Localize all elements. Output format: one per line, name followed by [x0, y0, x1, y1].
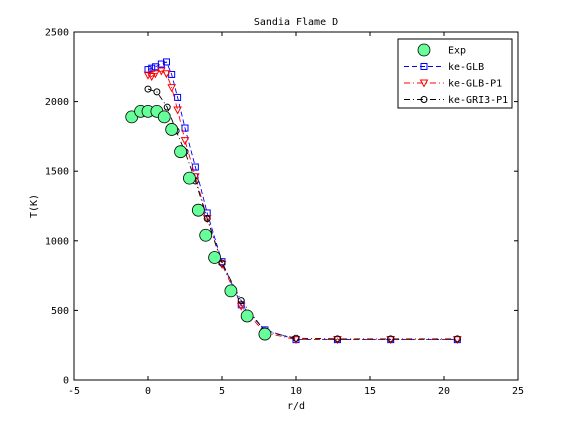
x-axis-label: r/d [287, 401, 305, 412]
data-point [292, 334, 300, 342]
series-line [147, 61, 458, 341]
data-point [191, 203, 205, 217]
series-layer [125, 58, 462, 345]
legend-marker [417, 43, 431, 57]
y-tick-label: 0 [63, 376, 69, 387]
data-point [181, 124, 189, 132]
y-tick-label: 500 [51, 306, 69, 317]
data-point [387, 335, 395, 343]
data-point [174, 93, 182, 101]
data-point [333, 336, 342, 345]
data-point [237, 297, 245, 305]
series-line [147, 88, 458, 340]
x-tick-label: 5 [219, 386, 225, 397]
data-point [208, 251, 222, 264]
data-point [218, 259, 226, 267]
series-exp [125, 104, 272, 341]
y-axis-label: T(K) [29, 194, 40, 218]
data-point [174, 145, 187, 159]
data-point [157, 60, 165, 68]
data-point [173, 106, 182, 115]
legend-items: Exp ke-GLB ke-GLB-P1 ke-GRI3-P1 [404, 43, 508, 106]
x-tick-label: 15 [364, 386, 376, 397]
data-point [224, 284, 238, 298]
data-point [153, 88, 161, 96]
data-point [144, 85, 152, 93]
chart-title: Sandia Flame D [254, 17, 338, 28]
legend-item: ke-GLB-P1 [404, 79, 502, 90]
data-point [452, 336, 462, 345]
data-point [453, 335, 461, 343]
x-tick-label: 0 [145, 386, 151, 397]
legend-label: Exp [448, 46, 466, 57]
data-point [151, 70, 160, 79]
x-tick-label: 10 [290, 386, 302, 397]
data-point [162, 70, 171, 79]
legend: Exp ke-GLB ke-GLB-P1 ke-GRI3-P1 [397, 38, 513, 109]
series-ke-gri3-p1 [144, 85, 461, 343]
y-tick-label: 2500 [45, 28, 69, 39]
legend-item: ke-GRI3-P1 [404, 95, 508, 106]
data-point [168, 70, 176, 78]
data-point [183, 171, 196, 185]
data-point [333, 335, 341, 343]
x-tick-label: 25 [512, 386, 524, 397]
data-point [258, 327, 272, 341]
data-point [291, 336, 301, 345]
legend-marker [420, 63, 428, 70]
data-point [163, 103, 171, 111]
data-point [163, 58, 170, 66]
x-tick-label: -5 [68, 386, 80, 397]
legend-box [397, 38, 513, 109]
data-point [199, 228, 213, 242]
legend-label: ke-GLB-P1 [448, 79, 502, 90]
legend-marker [419, 79, 429, 88]
data-point [147, 73, 157, 82]
y-tick-label: 2000 [45, 97, 69, 108]
data-point [386, 336, 396, 345]
x-tick-label: 20 [438, 386, 450, 397]
legend-label: ke-GLB [448, 62, 484, 73]
data-point [180, 137, 190, 146]
data-point [240, 309, 254, 323]
data-point [157, 110, 171, 124]
data-point [203, 215, 211, 223]
legend-item: Exp [417, 43, 466, 57]
data-point [167, 84, 177, 93]
legend-label: ke-GRI3-P1 [448, 95, 508, 106]
data-point [217, 260, 227, 270]
data-point [165, 123, 179, 136]
y-tick-label: 1500 [45, 167, 69, 178]
legend-item: ke-GLB [404, 62, 484, 73]
legend-marker [420, 96, 428, 103]
y-tick-label: 1000 [45, 236, 69, 247]
